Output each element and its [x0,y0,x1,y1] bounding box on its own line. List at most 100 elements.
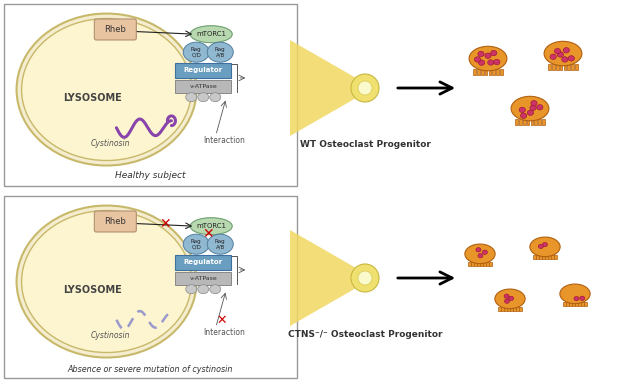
Text: WT Osteoclast Progenitor: WT Osteoclast Progenitor [300,140,431,149]
Ellipse shape [190,218,232,235]
Ellipse shape [557,52,564,57]
Ellipse shape [198,93,209,102]
FancyBboxPatch shape [556,64,559,70]
Ellipse shape [465,244,495,264]
Ellipse shape [186,285,197,294]
FancyBboxPatch shape [510,308,512,311]
Ellipse shape [478,254,483,258]
Text: Rheb: Rheb [104,217,126,226]
FancyBboxPatch shape [475,262,476,266]
FancyBboxPatch shape [504,308,507,311]
Ellipse shape [488,60,494,65]
FancyBboxPatch shape [507,308,510,311]
Ellipse shape [491,51,497,56]
FancyBboxPatch shape [496,69,499,75]
FancyBboxPatch shape [519,119,522,125]
Text: Healthy subject: Healthy subject [115,172,186,180]
Ellipse shape [580,296,585,300]
FancyBboxPatch shape [536,255,538,259]
Ellipse shape [563,47,570,53]
FancyBboxPatch shape [552,64,555,70]
Ellipse shape [562,57,568,62]
FancyBboxPatch shape [517,308,519,311]
Ellipse shape [494,59,500,65]
Text: v-ATPase: v-ATPase [189,84,217,89]
Text: LYSOSOME: LYSOSOME [63,285,122,295]
Ellipse shape [478,60,485,65]
Ellipse shape [210,93,221,102]
FancyBboxPatch shape [546,255,548,259]
Text: Rag
C/D: Rag C/D [191,47,201,57]
FancyBboxPatch shape [95,19,137,40]
Ellipse shape [184,234,210,254]
Ellipse shape [22,211,192,352]
Ellipse shape [504,294,509,298]
Text: v-ATPase: v-ATPase [189,276,217,281]
FancyBboxPatch shape [176,255,231,270]
FancyBboxPatch shape [533,255,536,259]
Ellipse shape [358,81,372,95]
Text: mTORC1: mTORC1 [197,31,226,37]
FancyBboxPatch shape [582,302,583,306]
Ellipse shape [351,74,379,102]
FancyBboxPatch shape [472,262,473,266]
Ellipse shape [210,285,221,294]
Polygon shape [290,230,363,326]
FancyBboxPatch shape [575,64,578,70]
Ellipse shape [190,26,232,43]
FancyBboxPatch shape [575,302,578,306]
FancyBboxPatch shape [520,308,522,311]
FancyBboxPatch shape [500,69,502,75]
Ellipse shape [519,107,525,113]
FancyBboxPatch shape [176,80,231,93]
Ellipse shape [17,206,197,357]
FancyBboxPatch shape [530,119,533,125]
Ellipse shape [536,105,543,110]
FancyBboxPatch shape [542,119,544,125]
FancyBboxPatch shape [501,308,504,311]
FancyBboxPatch shape [548,64,551,70]
FancyBboxPatch shape [477,69,480,75]
Ellipse shape [531,100,537,106]
FancyBboxPatch shape [483,262,486,266]
Text: Regulator: Regulator [184,259,223,265]
FancyBboxPatch shape [488,69,491,75]
FancyBboxPatch shape [176,272,231,285]
FancyBboxPatch shape [477,262,480,266]
FancyBboxPatch shape [578,302,581,306]
FancyBboxPatch shape [548,255,551,259]
FancyBboxPatch shape [566,302,569,306]
Text: Regulator: Regulator [184,67,223,73]
FancyBboxPatch shape [543,255,544,259]
FancyBboxPatch shape [585,302,586,306]
FancyBboxPatch shape [481,69,484,75]
Ellipse shape [527,110,533,115]
FancyBboxPatch shape [485,69,488,75]
Ellipse shape [554,48,561,54]
Ellipse shape [530,237,560,257]
Text: ✕: ✕ [216,314,227,327]
Text: Cystinosin: Cystinosin [91,139,130,148]
Text: Rag
A/B: Rag A/B [215,239,226,250]
Ellipse shape [476,248,481,252]
FancyBboxPatch shape [527,119,530,125]
FancyBboxPatch shape [567,64,570,70]
FancyBboxPatch shape [473,69,476,75]
FancyBboxPatch shape [571,64,574,70]
Ellipse shape [351,264,379,292]
Ellipse shape [475,57,481,62]
FancyBboxPatch shape [4,4,297,186]
FancyBboxPatch shape [569,302,572,306]
Ellipse shape [520,113,527,118]
Polygon shape [290,40,363,136]
Ellipse shape [495,289,525,309]
Text: ✕: ✕ [159,217,171,231]
Text: CTNS⁻/⁻ Osteoclast Progenitor: CTNS⁻/⁻ Osteoclast Progenitor [288,330,442,339]
Ellipse shape [198,285,209,294]
FancyBboxPatch shape [486,262,489,266]
Ellipse shape [22,18,192,160]
Ellipse shape [538,244,543,249]
FancyBboxPatch shape [540,255,541,259]
Text: LYSOSOME: LYSOSOME [63,93,122,103]
FancyBboxPatch shape [535,119,537,125]
